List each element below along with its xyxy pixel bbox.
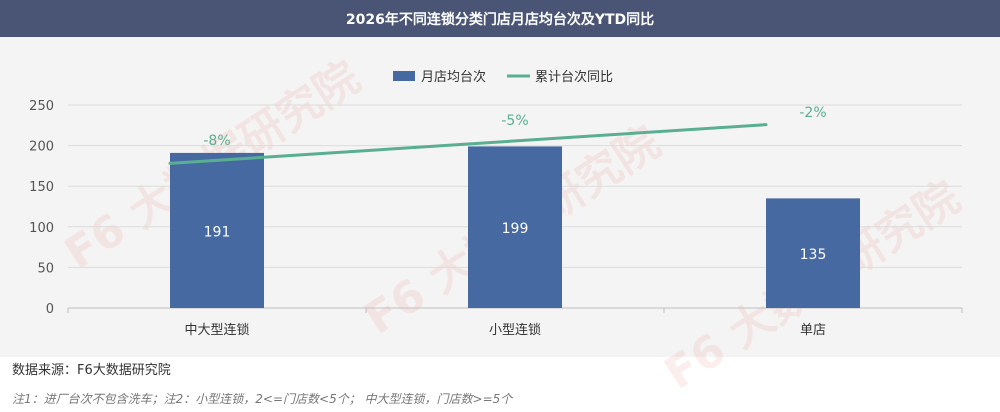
bar-data-label: 199 <box>502 221 529 237</box>
footnote: 注1：进厂台次不包含洗车；注2：小型连锁，2<=门店数<5个； 中大型连锁，门店… <box>12 392 513 406</box>
line-data-label: -5% <box>501 113 528 129</box>
legend-swatch-bar <box>393 71 415 81</box>
y-tick-label: 50 <box>37 261 54 276</box>
chart-plot: 0 50 100 150 200 250 191 199 135 中大型连锁 小型连锁 单店 -8% -5… <box>29 69 963 338</box>
y-tick-label: 250 <box>29 99 54 114</box>
line-data-label: -2% <box>799 105 826 121</box>
bar-data-label: 135 <box>800 247 827 263</box>
x-tick-label: 中大型连锁 <box>184 322 249 338</box>
bar <box>766 198 860 308</box>
data-source: 数据来源：F6大数据研究院 <box>12 363 171 378</box>
x-tick-label: 单店 <box>800 323 826 338</box>
legend-label: 累计台次同比 <box>535 69 613 85</box>
bar-data-label: 191 <box>204 224 231 240</box>
x-tick-label: 小型连锁 <box>489 322 541 338</box>
y-tick-label: 0 <box>46 302 54 317</box>
series-line <box>168 123 768 165</box>
chart-title: 2026年不同连锁分类门店月店均台次及YTD同比 <box>0 0 1000 37</box>
y-tick-label: 150 <box>29 180 54 195</box>
bar <box>170 152 264 308</box>
bar <box>468 146 562 308</box>
y-tick-label: 100 <box>29 221 54 236</box>
line-data-label: -8% <box>203 133 230 149</box>
y-tick-label: 200 <box>29 140 54 155</box>
legend-label: 月店均台次 <box>421 69 486 85</box>
